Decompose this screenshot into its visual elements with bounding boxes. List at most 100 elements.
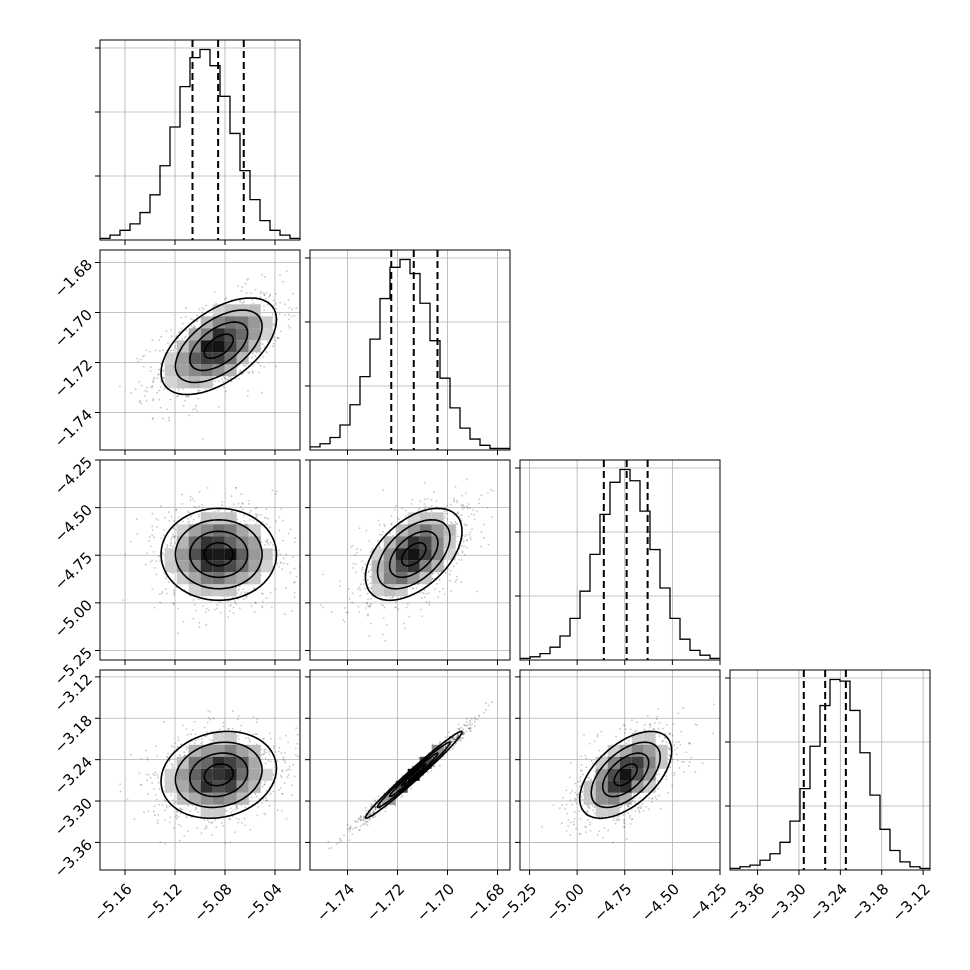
scatter-point bbox=[359, 819, 362, 822]
scatter-point bbox=[286, 563, 289, 566]
scatter-point bbox=[144, 389, 147, 392]
scatter-point bbox=[152, 773, 155, 775]
scatter-point bbox=[444, 745, 447, 747]
scatter-point bbox=[204, 611, 207, 614]
scatter-point bbox=[230, 811, 233, 814]
scatter-point bbox=[138, 401, 141, 403]
scatter-point bbox=[237, 502, 240, 505]
scatter-point bbox=[419, 608, 422, 611]
scatter-point bbox=[156, 819, 159, 822]
scatter-point bbox=[241, 822, 243, 824]
density-cell bbox=[188, 364, 201, 377]
density-cell bbox=[236, 352, 249, 365]
scatter-point bbox=[265, 508, 268, 511]
density-cell bbox=[383, 572, 396, 585]
scatter-point bbox=[468, 507, 471, 509]
scatter-point bbox=[269, 732, 271, 735]
scatter-point bbox=[377, 539, 379, 542]
density-cell bbox=[164, 780, 177, 793]
scatter-point bbox=[453, 499, 456, 502]
scatter-point bbox=[401, 507, 403, 510]
contour-line bbox=[189, 752, 249, 798]
scatter-point bbox=[193, 325, 196, 327]
density-cell bbox=[176, 524, 189, 537]
scatter-point bbox=[239, 505, 242, 508]
scatter-point bbox=[147, 773, 150, 776]
scatter-point bbox=[278, 789, 280, 791]
scatter-point bbox=[208, 821, 211, 824]
scatter-point bbox=[146, 779, 149, 782]
scatter-point bbox=[456, 512, 458, 515]
scatter-point bbox=[275, 307, 277, 310]
scatter-point bbox=[219, 611, 222, 614]
scatter-point bbox=[258, 798, 260, 800]
scatter-point bbox=[227, 616, 230, 618]
scatter-point bbox=[268, 804, 271, 807]
scatter-point bbox=[254, 793, 257, 795]
scatter-point bbox=[149, 561, 152, 563]
scatter-point bbox=[339, 580, 342, 583]
scatter-point bbox=[369, 582, 372, 584]
density-cell bbox=[371, 584, 384, 597]
scatter-point bbox=[192, 617, 195, 620]
scatter-point bbox=[209, 718, 212, 721]
scatter-point bbox=[252, 365, 255, 367]
scatter-point bbox=[163, 534, 166, 537]
scatter-point bbox=[159, 386, 162, 388]
scatter-point bbox=[254, 601, 257, 604]
scatter-point bbox=[264, 797, 267, 799]
scatter-point bbox=[170, 515, 173, 518]
scatter-point bbox=[358, 527, 361, 530]
scatter-point bbox=[161, 591, 164, 593]
scatter-point bbox=[370, 803, 373, 806]
scatter-point bbox=[295, 575, 298, 578]
scatter-point bbox=[139, 358, 142, 361]
scatter-point bbox=[228, 610, 231, 612]
scatter-point bbox=[222, 725, 225, 728]
scatter-point bbox=[153, 788, 155, 790]
scatter-point bbox=[194, 733, 197, 736]
density-cell bbox=[212, 572, 225, 585]
scatter-point bbox=[465, 533, 468, 536]
scatter-point bbox=[185, 315, 187, 318]
scatter-point bbox=[148, 540, 151, 542]
scatter-point bbox=[160, 592, 163, 595]
scatter-point bbox=[274, 588, 277, 590]
scatter-point bbox=[275, 302, 277, 305]
density-cell bbox=[164, 352, 177, 365]
scatter-point bbox=[444, 745, 447, 748]
scatter-point bbox=[196, 409, 198, 412]
scatter-point bbox=[158, 803, 160, 806]
density-cell bbox=[431, 548, 444, 561]
scatter-point bbox=[435, 583, 438, 585]
scatter-point bbox=[454, 521, 457, 523]
scatter-point bbox=[188, 520, 191, 523]
scatter-point bbox=[230, 603, 232, 606]
density-cell bbox=[431, 524, 444, 537]
scatter-point bbox=[163, 388, 166, 391]
scatter-point bbox=[360, 815, 362, 818]
scatter-point bbox=[476, 510, 479, 513]
scatter-point bbox=[279, 774, 282, 777]
scatter-point bbox=[197, 738, 200, 741]
scatter-point bbox=[463, 545, 465, 548]
density-cell bbox=[176, 792, 189, 805]
scatter-point bbox=[129, 541, 132, 543]
scatter-point bbox=[282, 758, 285, 761]
scatter-point bbox=[372, 816, 374, 818]
scatter-point bbox=[486, 492, 489, 494]
density-cell bbox=[200, 548, 213, 561]
scatter-point bbox=[283, 557, 285, 560]
scatter-point bbox=[269, 294, 271, 297]
scatter-point bbox=[460, 514, 463, 517]
scatter-point bbox=[263, 748, 266, 751]
scatter-point bbox=[394, 606, 397, 609]
scatter-point bbox=[289, 768, 292, 771]
scatter-point bbox=[130, 392, 133, 394]
scatter-point bbox=[369, 622, 372, 625]
scatter-point bbox=[370, 597, 372, 600]
scatter-point bbox=[456, 562, 458, 565]
scatter-point bbox=[355, 571, 357, 573]
scatter-point bbox=[249, 829, 252, 831]
scatter-point bbox=[195, 404, 198, 407]
